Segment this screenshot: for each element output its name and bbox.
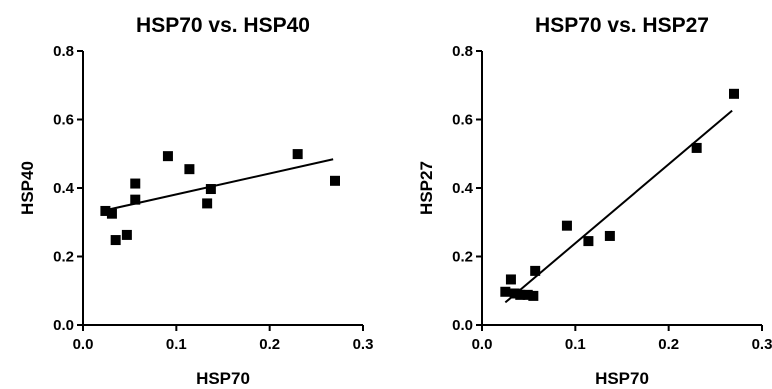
data-point [100,205,111,216]
x-tick-label: 0.3 [752,336,772,353]
data-point [604,230,615,241]
y-tick-label: 0.6 [452,112,473,129]
y-tick-label: 0.2 [452,249,473,266]
data-point [184,164,195,175]
x-tick-label: 0.3 [353,336,374,353]
data-point [205,184,216,195]
y-tick-label: 0.0 [53,317,74,334]
data-point [583,236,594,247]
y-axis-label: HSP27 [417,161,436,215]
data-point [292,149,303,160]
y-axis-label: HSP40 [18,161,37,215]
data-point [106,208,117,219]
data-point [130,178,141,189]
y-tick-label: 0.2 [53,249,74,266]
x-axis-label: HSP70 [196,369,250,388]
plot-area: 0.0 0.1 0.2 0.3 0.0 0.2 0.4 0.6 0.8 [53,43,373,353]
x-tick-label: 0.2 [259,336,280,353]
data-point [509,288,520,299]
data-point [162,151,173,162]
y-tick-label: 0.0 [452,317,473,334]
x-tick-label: 0.2 [658,336,679,353]
data-point [691,142,702,153]
x-tick-label: 0.1 [166,336,187,353]
regression-line [504,109,733,304]
data-point [561,220,572,231]
data-point [330,175,340,186]
data-point [500,286,511,297]
data-point [202,198,213,209]
chart-title: HSP70 vs. HSP40 [136,14,310,37]
chart-left: HSP70 vs. HSP40 HSP70 HSP40 0.0 0.1 0.2 0.3… [18,14,373,388]
x-tick-label: 0.1 [565,336,586,353]
data-point [729,88,739,99]
chart-right: HSP70 vs. HSP27 HSP70 HSP27 0.0 0.1 0.2 0.3… [417,14,772,388]
y-tick-label: 0.8 [452,43,473,60]
y-tick-label: 0.4 [452,180,474,197]
x-tick-label: 0.0 [73,336,94,353]
x-axis-label: HSP70 [595,369,649,388]
data-point [121,229,132,240]
data-point [110,235,121,246]
data-point [530,265,541,276]
y-tick-label: 0.8 [53,43,74,60]
y-tick-label: 0.6 [53,112,74,129]
x-tick-label: 0.0 [472,336,493,353]
data-point [515,289,526,300]
y-tick-label: 0.4 [53,180,75,197]
data-point [528,290,539,301]
plot-area: 0.0 0.1 0.2 0.3 0.0 0.2 0.4 0.6 0.8 [452,43,772,353]
regression-line [105,158,334,212]
chart-title: HSP70 vs. HSP27 [535,14,709,37]
data-point [130,194,141,205]
data-point [505,274,516,285]
data-point [522,289,533,300]
